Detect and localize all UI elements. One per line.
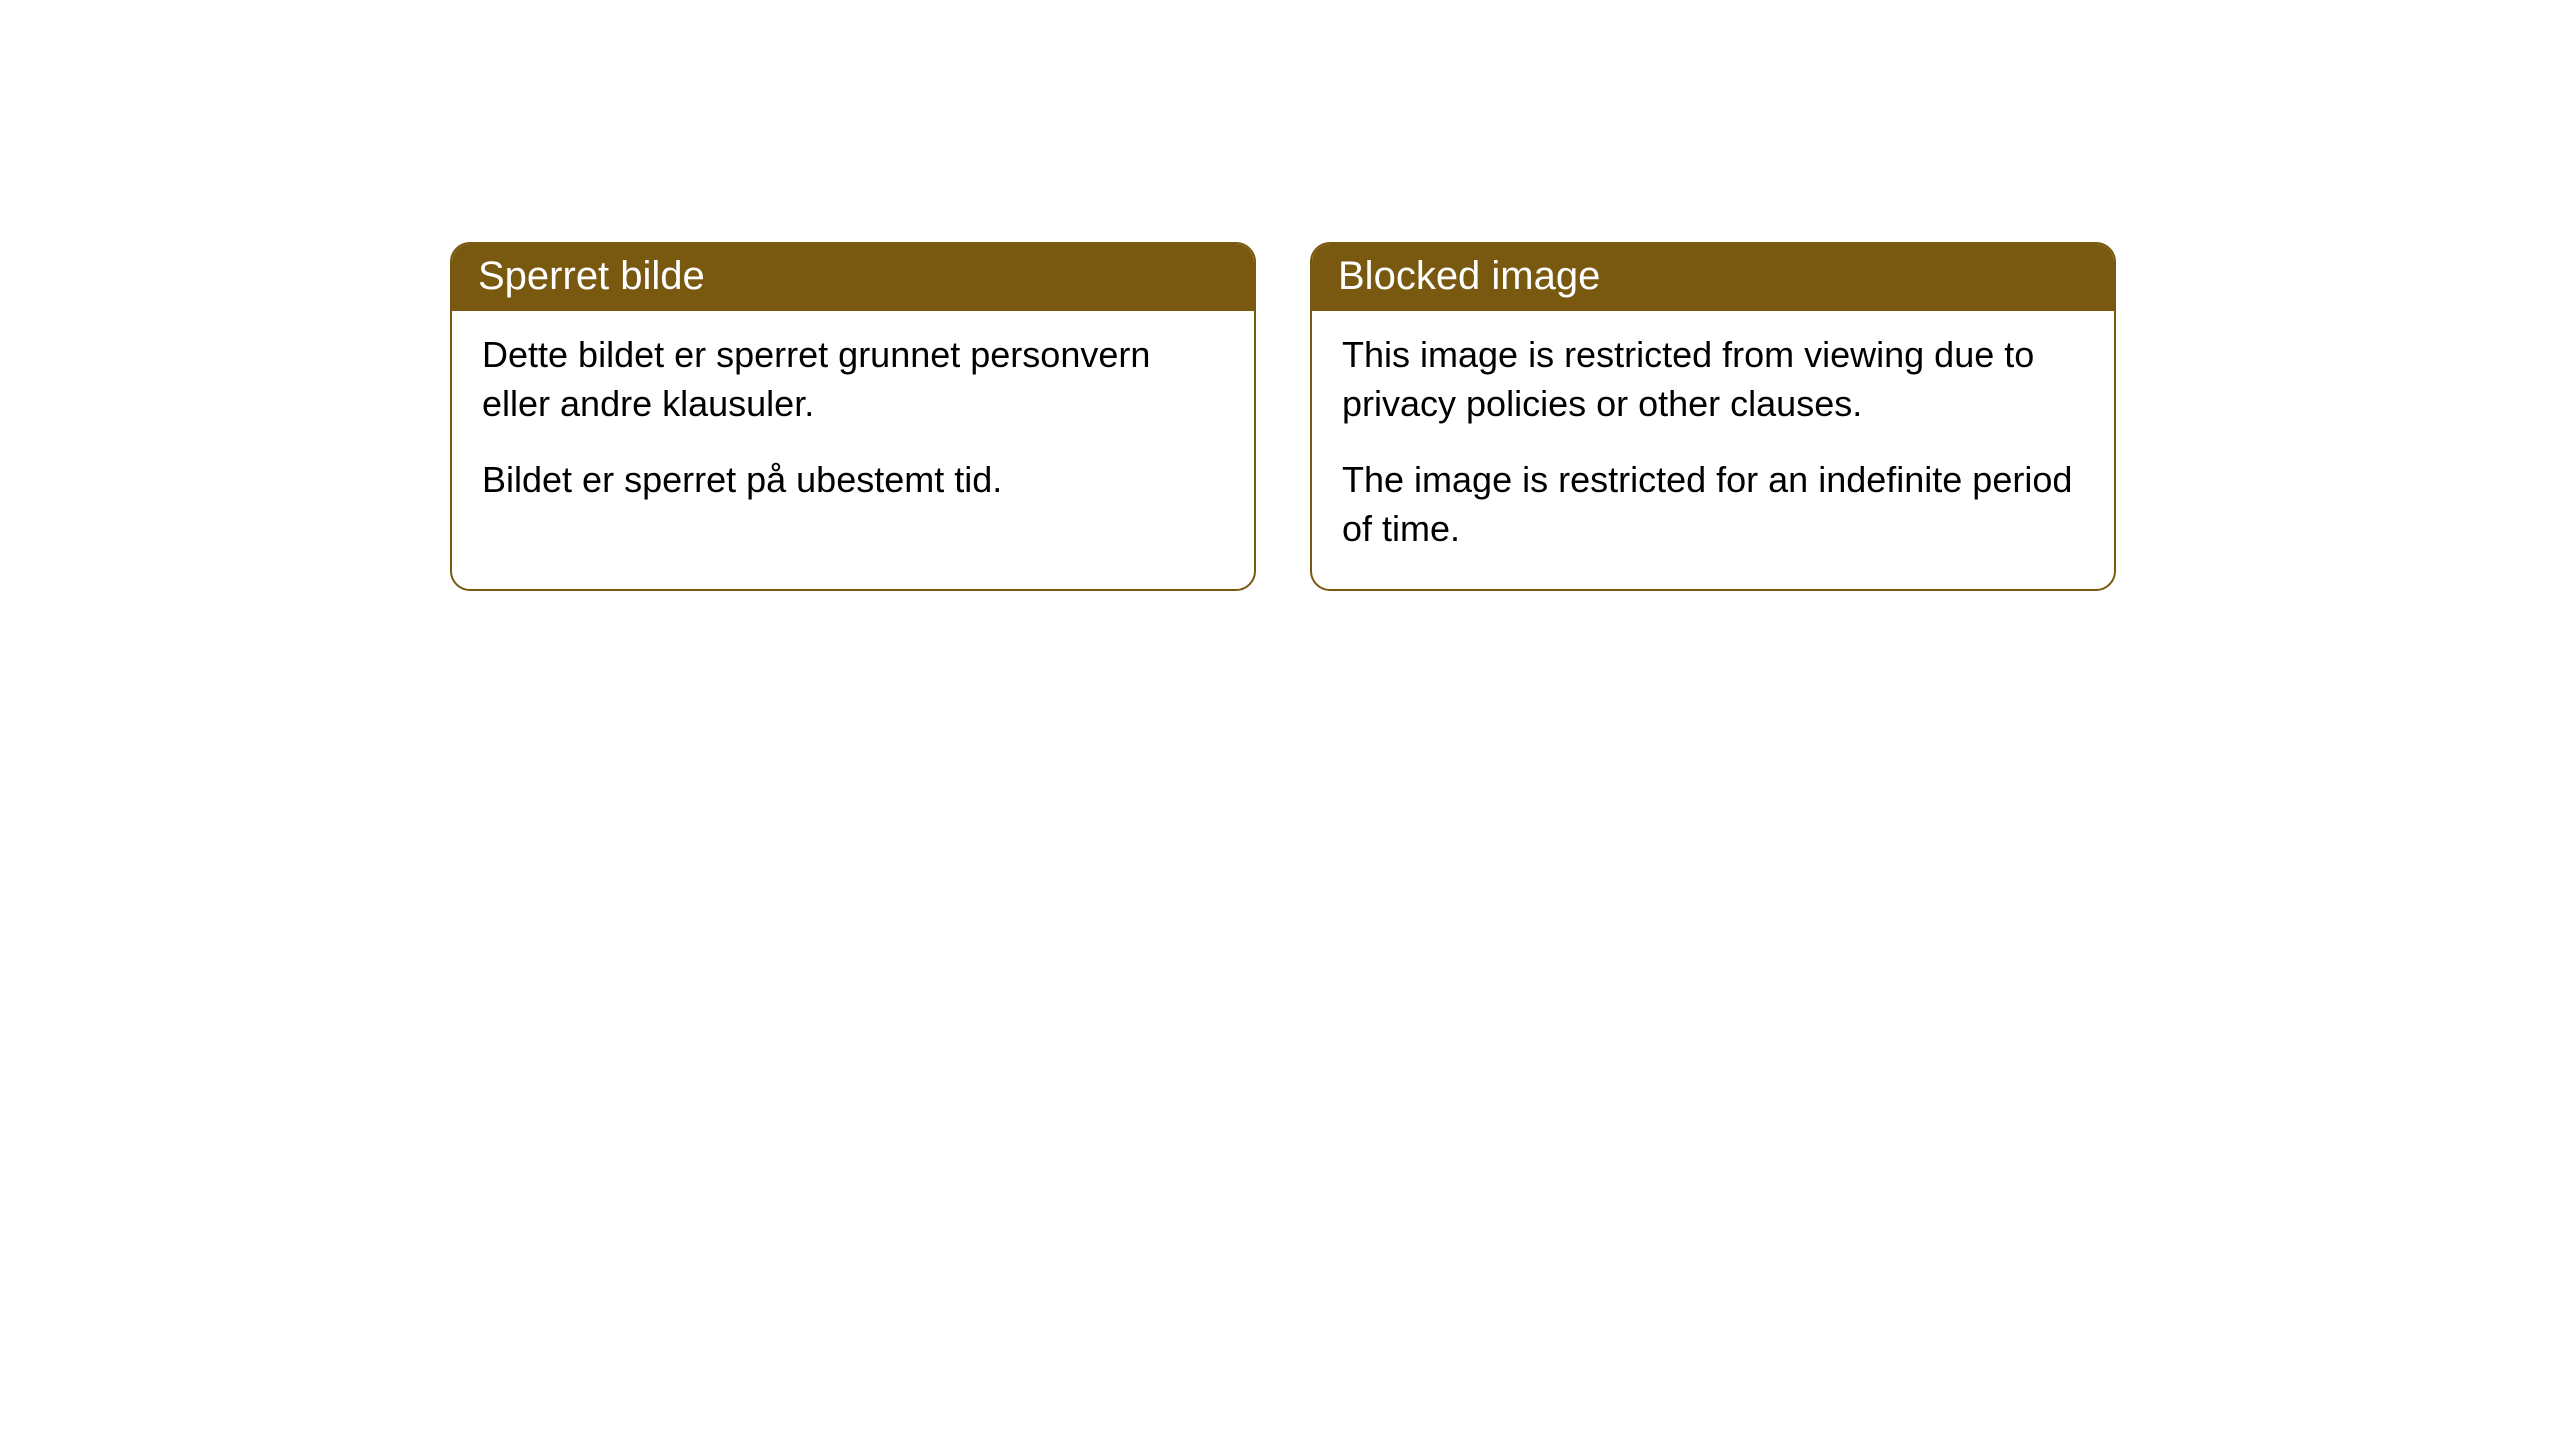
card-body-english: This image is restricted from viewing du… [1312,311,2114,589]
card-paragraph-1: Dette bildet er sperret grunnet personve… [482,331,1224,428]
card-header-norwegian: Sperret bilde [452,244,1254,311]
card-title: Blocked image [1338,254,1600,298]
card-body-norwegian: Dette bildet er sperret grunnet personve… [452,311,1254,541]
notice-cards-container: Sperret bilde Dette bildet er sperret gr… [450,242,2116,591]
card-paragraph-2: The image is restricted for an indefinit… [1342,456,2084,553]
notice-card-english: Blocked image This image is restricted f… [1310,242,2116,591]
notice-card-norwegian: Sperret bilde Dette bildet er sperret gr… [450,242,1256,591]
card-header-english: Blocked image [1312,244,2114,311]
card-paragraph-1: This image is restricted from viewing du… [1342,331,2084,428]
card-title: Sperret bilde [478,254,705,298]
card-paragraph-2: Bildet er sperret på ubestemt tid. [482,456,1224,505]
